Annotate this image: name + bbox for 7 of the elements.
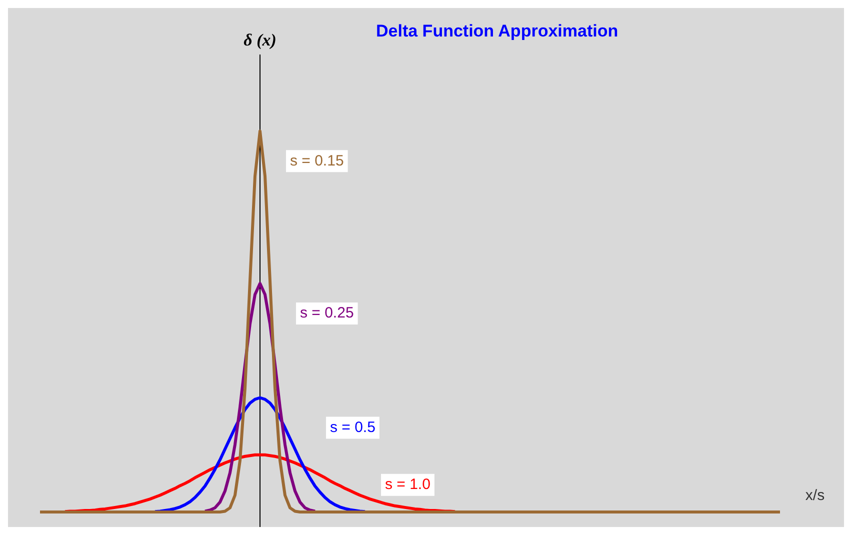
text: s = 0.5 <box>330 418 376 436</box>
y-axis-title: δ (x) <box>244 30 276 50</box>
chart-title: Delta Function Approximation <box>376 22 618 41</box>
series-label: s = 0.15 <box>290 152 344 170</box>
series-label: s = 1.0 <box>385 476 430 494</box>
x-axis-title: x/s <box>805 487 825 504</box>
text: s = 0.25 <box>300 304 354 322</box>
